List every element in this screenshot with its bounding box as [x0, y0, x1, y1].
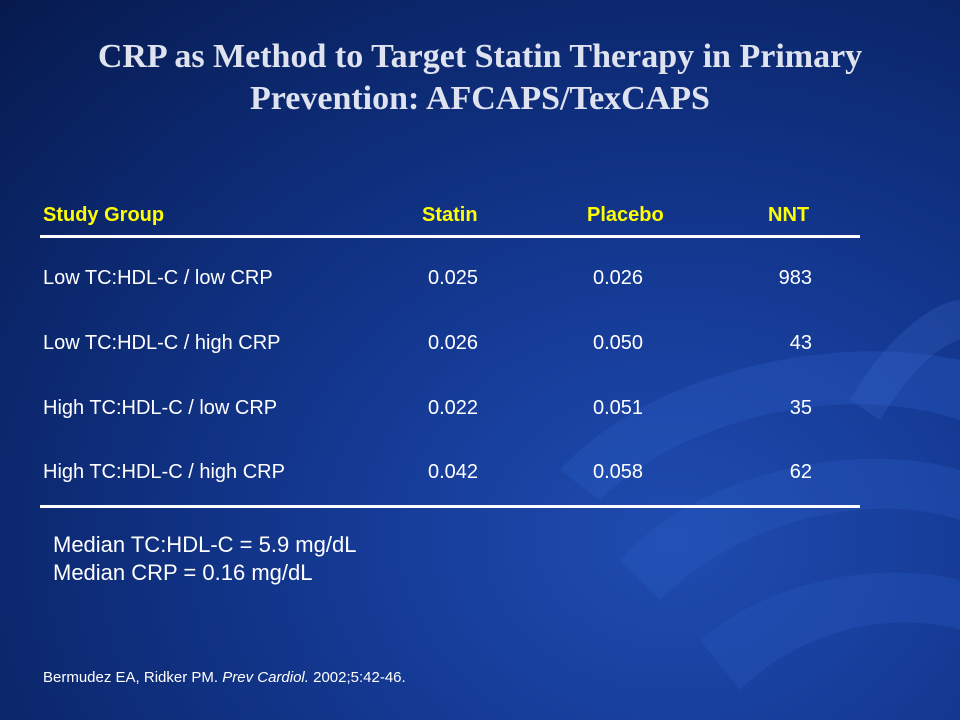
title-line-1: CRP as Method to Target Statin Therapy i…: [97, 38, 863, 75]
table-row-4-statin: 0.042: [428, 461, 479, 483]
footer-divider: [40, 505, 860, 508]
table-row-3-nnt: 35: [789, 397, 812, 419]
table-row-1-group: Low TC:HDL-C / low CRP: [43, 267, 273, 289]
table-row-3-statin: 0.022: [428, 397, 479, 419]
citation-journal: Prev Cardiol.: [222, 669, 309, 686]
table-row-4-placebo: 0.058: [593, 461, 644, 483]
table-row-1-statin: 0.025: [428, 267, 479, 289]
median-notes: Median TC:HDL-C = 5.9 mg/dL Median CRP =…: [53, 531, 356, 587]
header-statin: Statin: [422, 204, 478, 226]
header-placebo: Placebo: [587, 204, 664, 226]
header-nnt: NNT: [768, 204, 810, 226]
table-row-2-placebo: 0.050: [593, 332, 644, 354]
header-divider: [40, 235, 860, 238]
table-row-4-nnt: 62: [789, 461, 812, 483]
header-study-group: Study Group: [43, 204, 165, 226]
table-row-2-group: Low TC:HDL-C / high CRP: [43, 332, 281, 354]
citation: Bermudez EA, Ridker PM. Prev Cardiol. 20…: [43, 669, 406, 686]
table-row-1-nnt: 983: [778, 267, 812, 289]
table-row-3-group: High TC:HDL-C / low CRP: [43, 397, 278, 419]
note-median-tc-hdl: Median TC:HDL-C = 5.9 mg/dL: [53, 532, 357, 557]
table-row-2-statin: 0.026: [428, 332, 479, 354]
title-line-2: Prevention: AFCAPS/TexCAPS: [250, 80, 710, 117]
table-row-4-group: High TC:HDL-C / high CRP: [43, 461, 285, 483]
table-row-2-nnt: 43: [789, 332, 812, 354]
slide-title: CRP as Method to Target Statin Therapy i…: [0, 36, 960, 120]
note-median-crp: Median CRP = 0.16 mg/dL: [53, 560, 313, 585]
table-row-1-placebo: 0.026: [593, 267, 644, 289]
citation-authors: Bermudez EA, Ridker PM.: [43, 669, 223, 686]
citation-details: 2002;5:42-46.: [308, 669, 406, 686]
table-row-3-placebo: 0.051: [593, 397, 644, 419]
